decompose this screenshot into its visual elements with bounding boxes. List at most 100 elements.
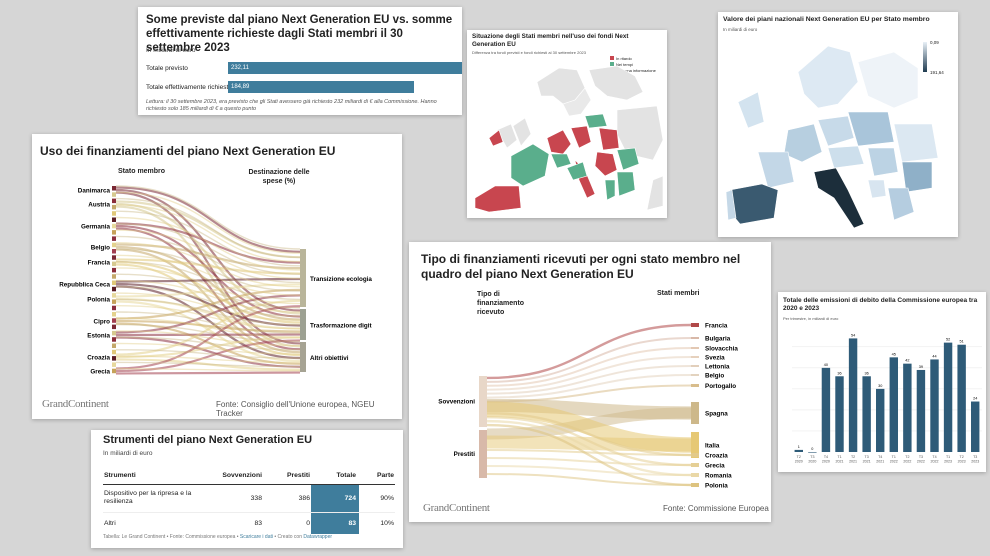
sankey-source-node xyxy=(112,186,116,191)
debt-bar xyxy=(835,376,844,452)
card2-subtitle: Differenza tra fondi previsti e fondi ri… xyxy=(472,50,586,55)
sankey-flow xyxy=(115,204,301,263)
sankey-destination-node xyxy=(300,249,306,307)
sankey-flow xyxy=(115,279,301,313)
tick-label: T2 xyxy=(960,455,964,459)
sankey-source-node xyxy=(112,312,116,317)
sankey-state-node xyxy=(691,323,699,327)
state-label: Lettonia xyxy=(705,364,730,371)
debt-bar xyxy=(876,388,885,452)
card-plan-value-map: Valore dei piani nazionali Next Generati… xyxy=(718,12,958,237)
card4-left-header: Stato membro xyxy=(118,168,166,175)
sankey-source-node xyxy=(112,211,116,216)
sankey-source-node xyxy=(112,242,116,248)
table-header-row: Strumenti Sovvenzioni Prestiti Totale Pa… xyxy=(103,468,395,484)
legend-swatch-late xyxy=(610,56,614,60)
tick-label: T2 xyxy=(905,455,909,459)
card3-legend: 0,09 191,64 xyxy=(923,38,953,80)
card-instruments-table: Strumenti del piano Next Generation EU I… xyxy=(91,430,403,548)
legend-swatch-ontime xyxy=(610,62,614,66)
sankey-flow xyxy=(115,205,301,348)
debt-bar xyxy=(971,401,980,452)
sankey-state-node xyxy=(691,463,699,467)
sankey-flow xyxy=(115,317,301,338)
tick-label: 2022 xyxy=(890,460,898,464)
country-label: Polonia xyxy=(87,297,110,304)
bar-value-label: 51 xyxy=(960,340,964,344)
bar-planned: 232,11 xyxy=(228,62,462,74)
card5-subtitle: In miliardi di euro xyxy=(103,450,153,457)
sankey-flow xyxy=(115,336,301,351)
sankey-source-node xyxy=(112,349,116,355)
tick-label: T4 xyxy=(824,455,828,459)
card1-row-planned: Totale previsto 232,11 xyxy=(146,62,462,76)
tick-label: 2023 xyxy=(971,460,979,464)
sankey-flow xyxy=(115,185,301,250)
sankey-flow xyxy=(115,216,301,271)
state-label: Grecia xyxy=(705,463,725,470)
tick-label: T2 xyxy=(797,455,801,459)
sankey-source-node xyxy=(112,362,116,367)
download-data-link[interactable]: Scaricare i dati xyxy=(239,534,273,540)
card1-title: Some previste dal piano Next Generation … xyxy=(146,14,453,54)
sankey-source-node xyxy=(112,286,116,292)
cell-pre: 386 xyxy=(298,494,310,502)
sankey-flow xyxy=(486,412,692,457)
sankey-state-node xyxy=(691,384,699,387)
cell-tot: 83 xyxy=(311,512,359,534)
tick-label: 2021 xyxy=(836,460,844,464)
card7-title: Totale delle emissioni di debito della C… xyxy=(783,297,978,312)
tick-label: T3 xyxy=(865,455,869,459)
sankey-source-node xyxy=(112,299,116,304)
datawrapper-link[interactable]: Datawrapper xyxy=(303,534,333,540)
sankey-flow xyxy=(115,277,301,283)
debt-bar xyxy=(903,363,912,452)
tick-label: 2020 xyxy=(795,460,803,464)
sankey-source-node xyxy=(112,204,116,210)
sankey-flow xyxy=(115,349,301,359)
tick-label: T2 xyxy=(851,455,855,459)
bar-requested: 184,89 xyxy=(228,81,415,93)
europe-status-map xyxy=(474,65,664,213)
legend-label: Nei tempi xyxy=(616,62,633,67)
sankey-flow xyxy=(115,258,301,275)
sankey-flow xyxy=(486,465,692,476)
debt-bar xyxy=(794,449,803,452)
sankey-flow xyxy=(486,419,692,477)
debt-bar-chart: 1T220200T3202040T4202036T1202154T2202136… xyxy=(792,333,982,464)
sankey-flow xyxy=(115,323,301,343)
bar-value-label: 1 xyxy=(798,445,800,449)
card5-title: Strumenti del piano Next Generation EU xyxy=(103,434,313,446)
tick-label: 2021 xyxy=(876,460,884,464)
sankey-flow xyxy=(486,323,692,380)
sankey-flow xyxy=(115,322,301,365)
country-label: Repubblica Ceca xyxy=(59,282,110,289)
sankey-flow xyxy=(115,319,301,333)
sankey-flow xyxy=(115,260,301,301)
country-label: Austria xyxy=(88,202,110,209)
sankey-state-node xyxy=(691,402,699,424)
sankey-flow xyxy=(115,191,301,345)
tick-label: T3 xyxy=(810,455,814,459)
sankey-destination-node xyxy=(300,309,306,340)
debt-bar xyxy=(957,344,966,452)
sankey-flow xyxy=(115,361,301,368)
bar-value-label: 54 xyxy=(851,333,855,337)
card5-footer: Tabella: Le Grand Continent • Fonte: Com… xyxy=(103,534,332,540)
sankey-source-node xyxy=(112,305,116,311)
sankey-flow xyxy=(115,229,301,280)
card1-row-requested: Totale effettivamente richiesto 184,89 xyxy=(146,81,462,95)
country-label: Grecia xyxy=(90,369,110,376)
sankey-source-node xyxy=(112,356,116,361)
card1-note: Lettura: il 30 settembre 2023, era previ… xyxy=(146,99,437,112)
sankey-flow xyxy=(115,210,301,267)
card-status-map: Situazione degli Stati membri nell'uso d… xyxy=(467,30,667,218)
tick-label: T3 xyxy=(919,455,923,459)
tick-label: T1 xyxy=(946,455,950,459)
state-label: Belgio xyxy=(705,373,724,380)
sankey-flow xyxy=(486,435,692,452)
sankey-flow xyxy=(115,260,301,324)
sankey-flow xyxy=(115,336,301,368)
country-label: Danimarca xyxy=(78,188,111,195)
state-label: Spagna xyxy=(705,411,728,418)
